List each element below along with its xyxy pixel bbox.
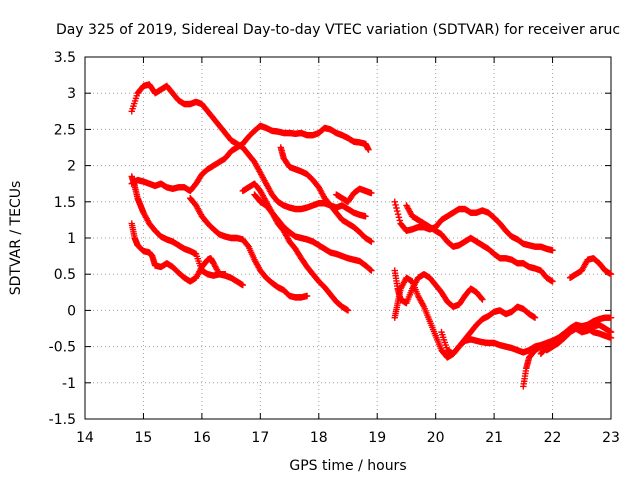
x-tick-label: 21 <box>485 430 503 446</box>
x-tick-label: 23 <box>602 430 620 446</box>
data-point <box>239 281 246 289</box>
y-axis-label: SDTVAR / TECUs <box>8 181 24 296</box>
x-axis-label: GPS time / hours <box>289 458 406 474</box>
data-point <box>607 314 615 321</box>
x-tick-label: 15 <box>135 430 153 446</box>
data-point <box>394 207 401 215</box>
data-point <box>478 295 485 302</box>
y-tick-label: 3.5 <box>54 50 76 66</box>
data-point <box>607 328 615 336</box>
x-tick-label: 18 <box>310 430 328 446</box>
x-tick-label: 17 <box>251 430 269 446</box>
series-track-1 <box>128 81 369 220</box>
data-point <box>394 211 402 218</box>
series-track-2 <box>128 122 372 195</box>
axis-ticks: 14 15 16 17 18 19 20 21 22 23 3.5 3 2.5 2 1.5 1 0.5 0 -0.5… <box>49 50 620 446</box>
x-tick-label: 19 <box>368 430 386 446</box>
data-point <box>367 266 374 274</box>
data-point <box>607 271 615 278</box>
data-point <box>607 334 615 342</box>
y-tick-label: 1.5 <box>54 195 76 211</box>
data-point <box>393 204 400 212</box>
data-point <box>368 238 375 245</box>
x-tick-label: 20 <box>427 430 445 446</box>
y-tick-label: -1 <box>62 376 76 392</box>
data-point <box>368 189 375 197</box>
data-point <box>222 271 229 278</box>
chart-title: Day 325 of 2019, Sidereal Day-to-day VTE… <box>56 22 620 38</box>
series-track-3b <box>187 194 311 301</box>
data-point <box>303 292 311 300</box>
y-tick-label: 0.5 <box>54 267 76 283</box>
series-track-9 <box>391 198 556 254</box>
data-points <box>128 81 615 390</box>
x-tick-label: 16 <box>193 430 211 446</box>
data-point <box>396 217 403 224</box>
data-point <box>368 267 375 274</box>
x-tick-label: 14 <box>76 430 94 446</box>
data-point <box>479 296 486 303</box>
series-track-6 <box>277 144 375 245</box>
y-tick-label: 2 <box>67 159 76 175</box>
data-point <box>344 307 352 314</box>
y-tick-label: 3 <box>67 86 76 102</box>
data-point <box>395 214 403 221</box>
data-point <box>365 146 372 153</box>
data-point <box>549 278 556 285</box>
series-track-12 <box>391 274 539 361</box>
y-tick-label: -1.5 <box>49 412 76 428</box>
series-track-8 <box>333 185 375 205</box>
series-track-7 <box>251 191 375 274</box>
y-tick-label: 2.5 <box>54 122 76 138</box>
series-track-16 <box>566 255 615 282</box>
x-tick-label: 22 <box>544 430 562 446</box>
series-track-4 <box>128 220 229 285</box>
data-point <box>362 213 369 220</box>
data-point <box>392 201 399 209</box>
y-tick-label: -0.5 <box>49 340 76 356</box>
series-track-3 <box>128 173 246 289</box>
data-point <box>549 247 556 254</box>
data-point <box>531 314 539 321</box>
series-track-15 <box>537 321 615 358</box>
y-tick-label: 1 <box>67 231 76 247</box>
y-tick-label: 0 <box>67 303 76 319</box>
series-track-10 <box>403 202 556 285</box>
data-point <box>391 198 398 205</box>
